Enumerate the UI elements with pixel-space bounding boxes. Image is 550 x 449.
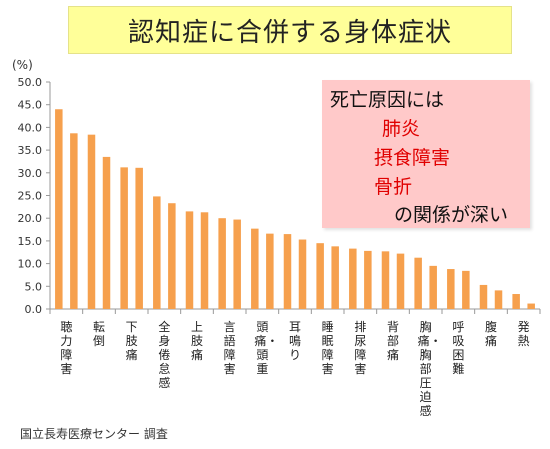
bar (233, 219, 241, 309)
y-tick-label: 50.0 (18, 76, 43, 89)
y-tick-label: 5.0 (25, 280, 43, 293)
annotation-highlight-eating-disorder: 摂食障害 (374, 147, 451, 169)
annotation-line: の関係が深い (394, 204, 509, 226)
y-tick-label: 45.0 (18, 99, 43, 112)
annotation-highlight-pneumonia: 肺炎 (382, 118, 421, 140)
x-tick-label: 下肢痛 (125, 320, 138, 362)
bar (135, 167, 143, 309)
y-tick-label: 30.0 (18, 167, 43, 180)
y-tick-label: 25.0 (18, 190, 43, 203)
bar (185, 211, 194, 309)
y-tick-label: 20.0 (18, 212, 43, 225)
bar (527, 303, 535, 309)
chart-title: 認知症に合併する身体症状 (68, 6, 512, 54)
x-tick-label: 頭痛・頭重 (254, 320, 279, 376)
bar (266, 233, 274, 309)
y-axis-unit: (%) (12, 58, 33, 72)
y-tick-label: 15.0 (18, 235, 43, 248)
y-tick-label: 35.0 (18, 144, 43, 157)
bar (298, 239, 307, 309)
x-tick-label: 呼吸困難 (452, 320, 465, 376)
bar (462, 270, 470, 309)
x-tick-label: 上肢痛 (190, 320, 203, 362)
x-tick-label: 発熱 (517, 320, 530, 348)
bar (283, 234, 292, 309)
x-tick-label: 耳鳴り (288, 320, 301, 362)
bar (349, 248, 357, 309)
x-tick-label: 全身倦怠感 (158, 320, 171, 390)
bar (251, 228, 259, 309)
x-tick-label: 睡眠障害 (321, 320, 334, 376)
bar (55, 109, 63, 310)
x-tick-label: 言語障害 (223, 320, 236, 376)
x-tick-label: 聴力障害 (60, 320, 73, 376)
bar (512, 294, 520, 309)
bar (447, 269, 455, 309)
x-tick-label: 胸痛・胸部圧迫感 (417, 320, 442, 418)
bar (396, 253, 405, 309)
bar (153, 196, 161, 309)
x-tick-label: 腹痛 (484, 320, 497, 348)
x-tick-label: 転倒 (92, 320, 105, 348)
bar (414, 257, 422, 309)
bar (364, 250, 372, 309)
x-tick-label: 排尿障害 (354, 320, 367, 376)
bar (381, 251, 390, 309)
bar (102, 156, 111, 309)
bar (120, 167, 128, 309)
annotation-box: 死亡原因には 肺炎 摂食障害 骨折 の関係が深い (322, 80, 530, 228)
bar (494, 290, 503, 309)
annotation-highlight-fracture: 骨折 (374, 176, 413, 198)
bar (429, 265, 437, 309)
bar (218, 218, 226, 309)
x-tick-label: 背部痛 (386, 320, 399, 362)
bar (200, 212, 209, 309)
bar (70, 133, 78, 309)
annotation-line: 死亡原因には (330, 89, 445, 111)
source-credit: 国立長寿医療センター 調査 (20, 427, 168, 441)
y-tick-label: 40.0 (18, 121, 43, 134)
bar (331, 246, 339, 309)
bar (87, 134, 96, 309)
bar (316, 243, 324, 309)
y-tick-label: 0.0 (25, 303, 43, 316)
bar (479, 284, 488, 309)
y-tick-label: 10.0 (18, 258, 43, 271)
bar (168, 203, 176, 309)
